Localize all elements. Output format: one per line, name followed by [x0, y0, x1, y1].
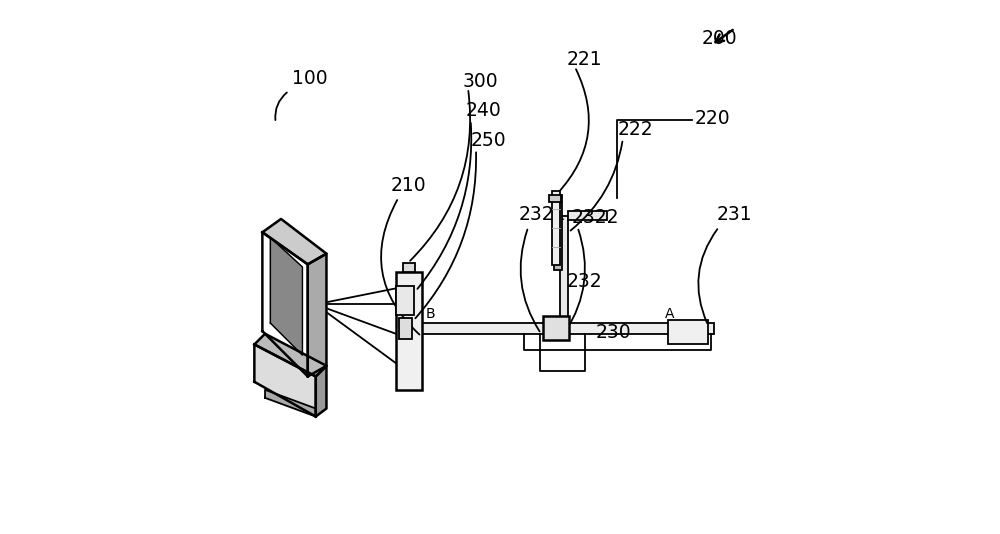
Bar [560, 216, 568, 323]
Polygon shape [270, 238, 302, 355]
Bar [668, 320, 708, 344]
Text: A: A [664, 308, 674, 321]
Text: 220: 220 [695, 109, 731, 128]
Text: 210: 210 [391, 176, 426, 195]
Bar [568, 211, 607, 220]
Bar [396, 272, 422, 390]
Text: 231: 231 [716, 205, 752, 224]
Text: 300: 300 [463, 72, 498, 91]
Bar [422, 323, 714, 334]
Polygon shape [254, 344, 316, 417]
Bar [554, 195, 562, 270]
Polygon shape [262, 232, 308, 376]
Text: 200: 200 [702, 29, 738, 49]
Text: 221: 221 [567, 50, 602, 69]
Text: 100: 100 [292, 69, 327, 88]
Polygon shape [254, 334, 326, 376]
Polygon shape [265, 390, 316, 417]
Text: 232: 232 [567, 272, 602, 291]
Bar [552, 191, 560, 265]
Text: 2321: 2321 [519, 205, 566, 224]
Bar [399, 318, 412, 339]
Bar [543, 316, 569, 341]
Text: 2322: 2322 [572, 208, 620, 227]
Bar [403, 263, 415, 272]
Bar [396, 286, 414, 315]
Text: 222: 222 [617, 120, 653, 139]
Text: 250: 250 [471, 130, 506, 150]
Bar [549, 195, 561, 202]
Text: 240: 240 [465, 101, 501, 120]
Polygon shape [262, 219, 326, 264]
Polygon shape [316, 366, 326, 417]
Text: B: B [425, 308, 435, 321]
Text: 230: 230 [596, 323, 632, 342]
Polygon shape [308, 254, 326, 376]
